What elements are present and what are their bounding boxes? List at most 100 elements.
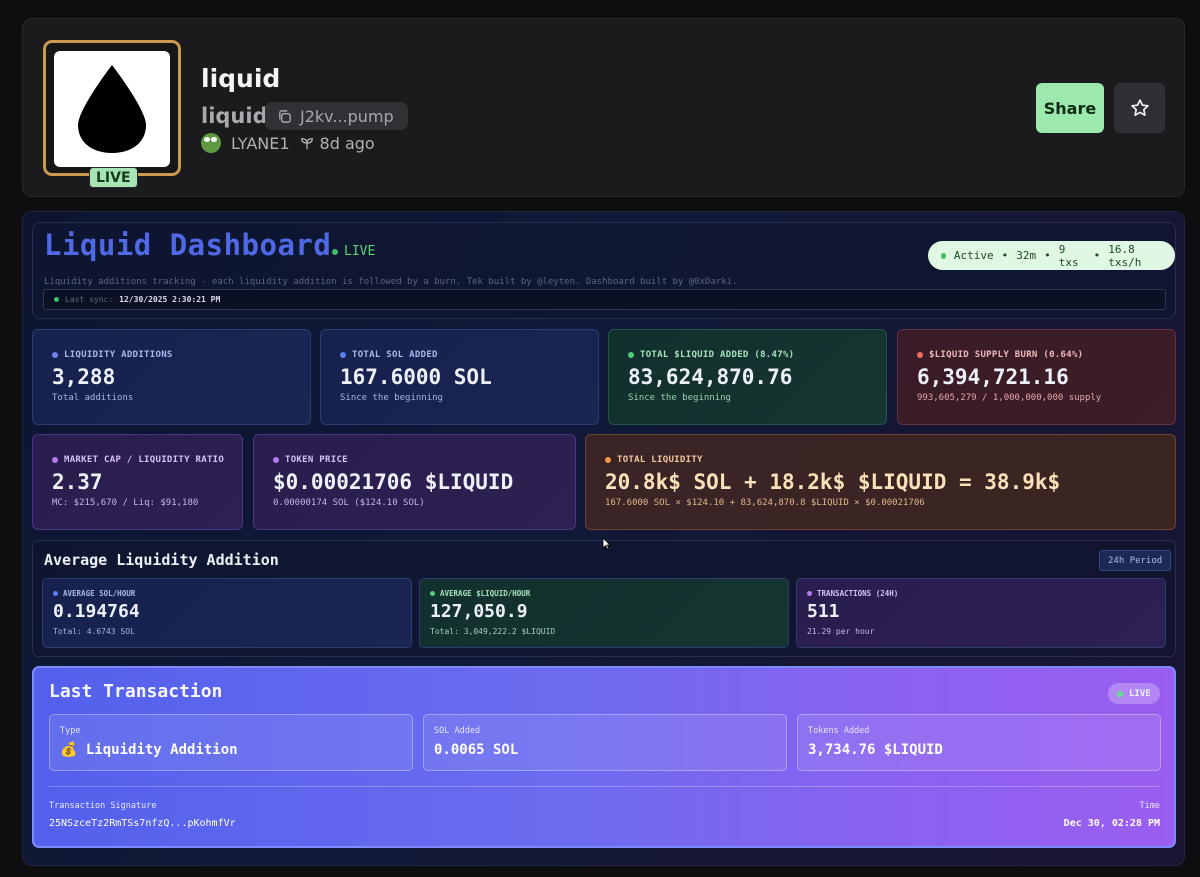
stat-total-liquidity: TOTAL LIQUIDITY 20.8k$ SOL + 18.2k$ $LIQ… (585, 434, 1176, 530)
contract-address-copy[interactable]: J2kv...pump (265, 102, 408, 130)
time-value: Dec 30, 02:28 PM (1063, 818, 1160, 829)
section-title: Average Liquidity Addition (44, 551, 279, 569)
sync-dot-icon (54, 297, 59, 302)
stat-sub: MC: $215,670 / Liq: $91,180 (52, 498, 199, 508)
status-uptime: 32m (1016, 249, 1037, 262)
stat-label: LIQUIDITY ADDITIONS (52, 350, 173, 360)
average-liquidity-section: Average Liquidity Addition 24h Period AV… (32, 540, 1176, 657)
last-transaction-card: Last Transaction LIVE Type 💰 Liquidity A… (32, 666, 1176, 848)
tx-tokens-box: Tokens Added 3,734.76 $LIQUID (797, 714, 1161, 771)
live-label: LIVE (344, 244, 376, 259)
dashboard-title-box: Liquid Dashboard LIVE Liquidity addition… (32, 222, 1176, 319)
signature-label: Transaction Signature (49, 801, 157, 811)
tx-sol-label: SOL Added (434, 726, 481, 736)
sprout-icon (300, 137, 313, 150)
dashboard-live-indicator: LIVE (332, 244, 375, 259)
stat-total-liquid: TOTAL $LIQUID ADDED (8.47%) 83,624,870.7… (608, 329, 887, 425)
stat-label: TOKEN PRICE (273, 455, 348, 465)
bullet-icon (917, 352, 923, 358)
creator-name[interactable]: LYANE1 (231, 133, 290, 153)
live-dot-icon (1117, 690, 1123, 697)
stat-value: $0.00021706 $LIQUID (273, 470, 514, 494)
stat-sub: Total additions (52, 393, 134, 403)
mini-label: TRANSACTIONS (24H) (807, 589, 898, 598)
sync-label: Last sync: (65, 295, 114, 304)
stat-total-sol: TOTAL SOL ADDED 167.6000 SOL Since the b… (320, 329, 599, 425)
status-dot-icon (941, 252, 946, 259)
stat-sub: Since the beginning (628, 393, 731, 403)
token-image-frame[interactable] (43, 40, 181, 176)
creator-avatar[interactable] (201, 133, 221, 153)
stat-token-price: TOKEN PRICE $0.00021706 $LIQUID 0.000001… (253, 434, 576, 530)
stat-label: TOTAL $LIQUID ADDED (8.47%) (628, 350, 794, 360)
stat-label: $LIQUID SUPPLY BURN (0.64%) (917, 350, 1083, 360)
stat-value: 83,624,870.76 (628, 365, 793, 389)
last-sync-bar: Last sync: 12/30/2025 2:30:21 PM (43, 289, 1166, 310)
bullet-icon (807, 591, 812, 596)
stat-label: TOTAL LIQUIDITY (605, 455, 703, 465)
token-age: 8d ago (319, 133, 375, 153)
mini-sub: Total: 3,049,222.2 $LIQUID (430, 627, 556, 636)
mini-sub: 21.29 per hour (807, 627, 875, 636)
tx-sol-value: 0.0065 SOL (434, 742, 519, 758)
tx-type-box: Type 💰 Liquidity Addition (49, 714, 413, 771)
stat-value: 6,394,721.16 (917, 365, 1069, 389)
liquid-dashboard: Liquid Dashboard LIVE Liquidity addition… (22, 211, 1185, 866)
mini-label: AVERAGE SOL/HOUR (53, 589, 135, 598)
stat-label: MARKET CAP / LIQUIDITY RATIO (52, 455, 224, 465)
live-label: LIVE (1129, 688, 1151, 699)
contract-address: J2kv...pump (300, 106, 394, 126)
stat-sub: 0.00000174 SOL ($124.10 SOL) (273, 498, 425, 508)
tx-tokens-value: 3,734.76 $LIQUID (808, 742, 943, 758)
signature-value[interactable]: 25NSzceTz2RmTSs7nfzQ...pKohmfVr (49, 818, 236, 829)
stat-liquidity-additions: LIQUIDITY ADDITIONS 3,288 Total addition… (32, 329, 311, 425)
bullet-icon (273, 457, 279, 463)
creator-row: LYANE1 8d ago (201, 133, 375, 153)
stat-value: 20.8k$ SOL + 18.2k$ $LIQUID = 38.9k$ (605, 470, 1061, 494)
dashboard-title: Liquid Dashboard (44, 228, 332, 262)
stat-supply-burn: $LIQUID SUPPLY BURN (0.64%) 6,394,721.16… (897, 329, 1176, 425)
mini-sub: Total: 4.6743 SOL (53, 627, 135, 636)
mini-value: 511 (807, 601, 840, 622)
live-badge: LIVE (89, 167, 138, 188)
mouse-cursor-icon (602, 537, 611, 550)
stat-label: TOTAL SOL ADDED (340, 350, 438, 360)
token-name: liquid (201, 64, 281, 93)
mini-label: AVERAGE $LIQUID/HOUR (430, 589, 530, 598)
bullet-icon (52, 352, 58, 358)
dashboard-subtitle: Liquidity additions tracking - each liqu… (44, 277, 738, 287)
status-txs: 9 txs (1058, 242, 1079, 269)
stat-mc-liquidity-ratio: MARKET CAP / LIQUIDITY RATIO 2.37 MC: $2… (32, 434, 243, 530)
money-bag-icon: 💰 (60, 742, 78, 758)
stat-sub: 993,605,279 / 1,000,000,000 supply (917, 393, 1102, 403)
last-transaction-title: Last Transaction (49, 681, 223, 702)
stat-sub: Since the beginning (340, 393, 443, 403)
period-badge[interactable]: 24h Period (1099, 550, 1172, 571)
bullet-icon (430, 591, 435, 596)
stat-sub: 167.6000 SOL × $124.10 + 83,624,870.8 $L… (605, 498, 925, 508)
token-ticker: liquid (201, 104, 268, 128)
avg-transactions-24h: TRANSACTIONS (24H) 511 21.29 per hour (796, 578, 1166, 648)
separator: • (1093, 249, 1101, 262)
share-button[interactable]: Share (1036, 83, 1104, 133)
bullet-icon (340, 352, 346, 358)
mini-value: 127,050.9 (430, 601, 528, 622)
separator: • (1001, 249, 1009, 262)
stat-value: 2.37 (52, 470, 103, 494)
token-header-card: LIVE liquid liquid J2kv...pump LYANE1 8d… (22, 18, 1185, 197)
stat-value: 167.6000 SOL (340, 365, 492, 389)
tx-tokens-label: Tokens Added (808, 726, 870, 736)
bullet-icon (605, 457, 611, 463)
avg-sol-hour: AVERAGE SOL/HOUR 0.194764 Total: 4.6743 … (42, 578, 412, 648)
tx-type-value: 💰 Liquidity Addition (60, 742, 238, 758)
droplet-icon (78, 65, 146, 153)
sync-value: 12/30/2025 2:30:21 PM (119, 295, 221, 304)
stat-value: 3,288 (52, 365, 116, 389)
live-dot-icon (332, 248, 338, 255)
token-image (54, 51, 170, 167)
status-state: Active (953, 249, 994, 262)
divider (49, 786, 1160, 787)
last-transaction-live-badge: LIVE (1108, 683, 1160, 704)
favorite-button[interactable] (1114, 83, 1165, 133)
status-pill: Active • 32m • 9 txs • 16.8 txs/h (928, 241, 1175, 270)
